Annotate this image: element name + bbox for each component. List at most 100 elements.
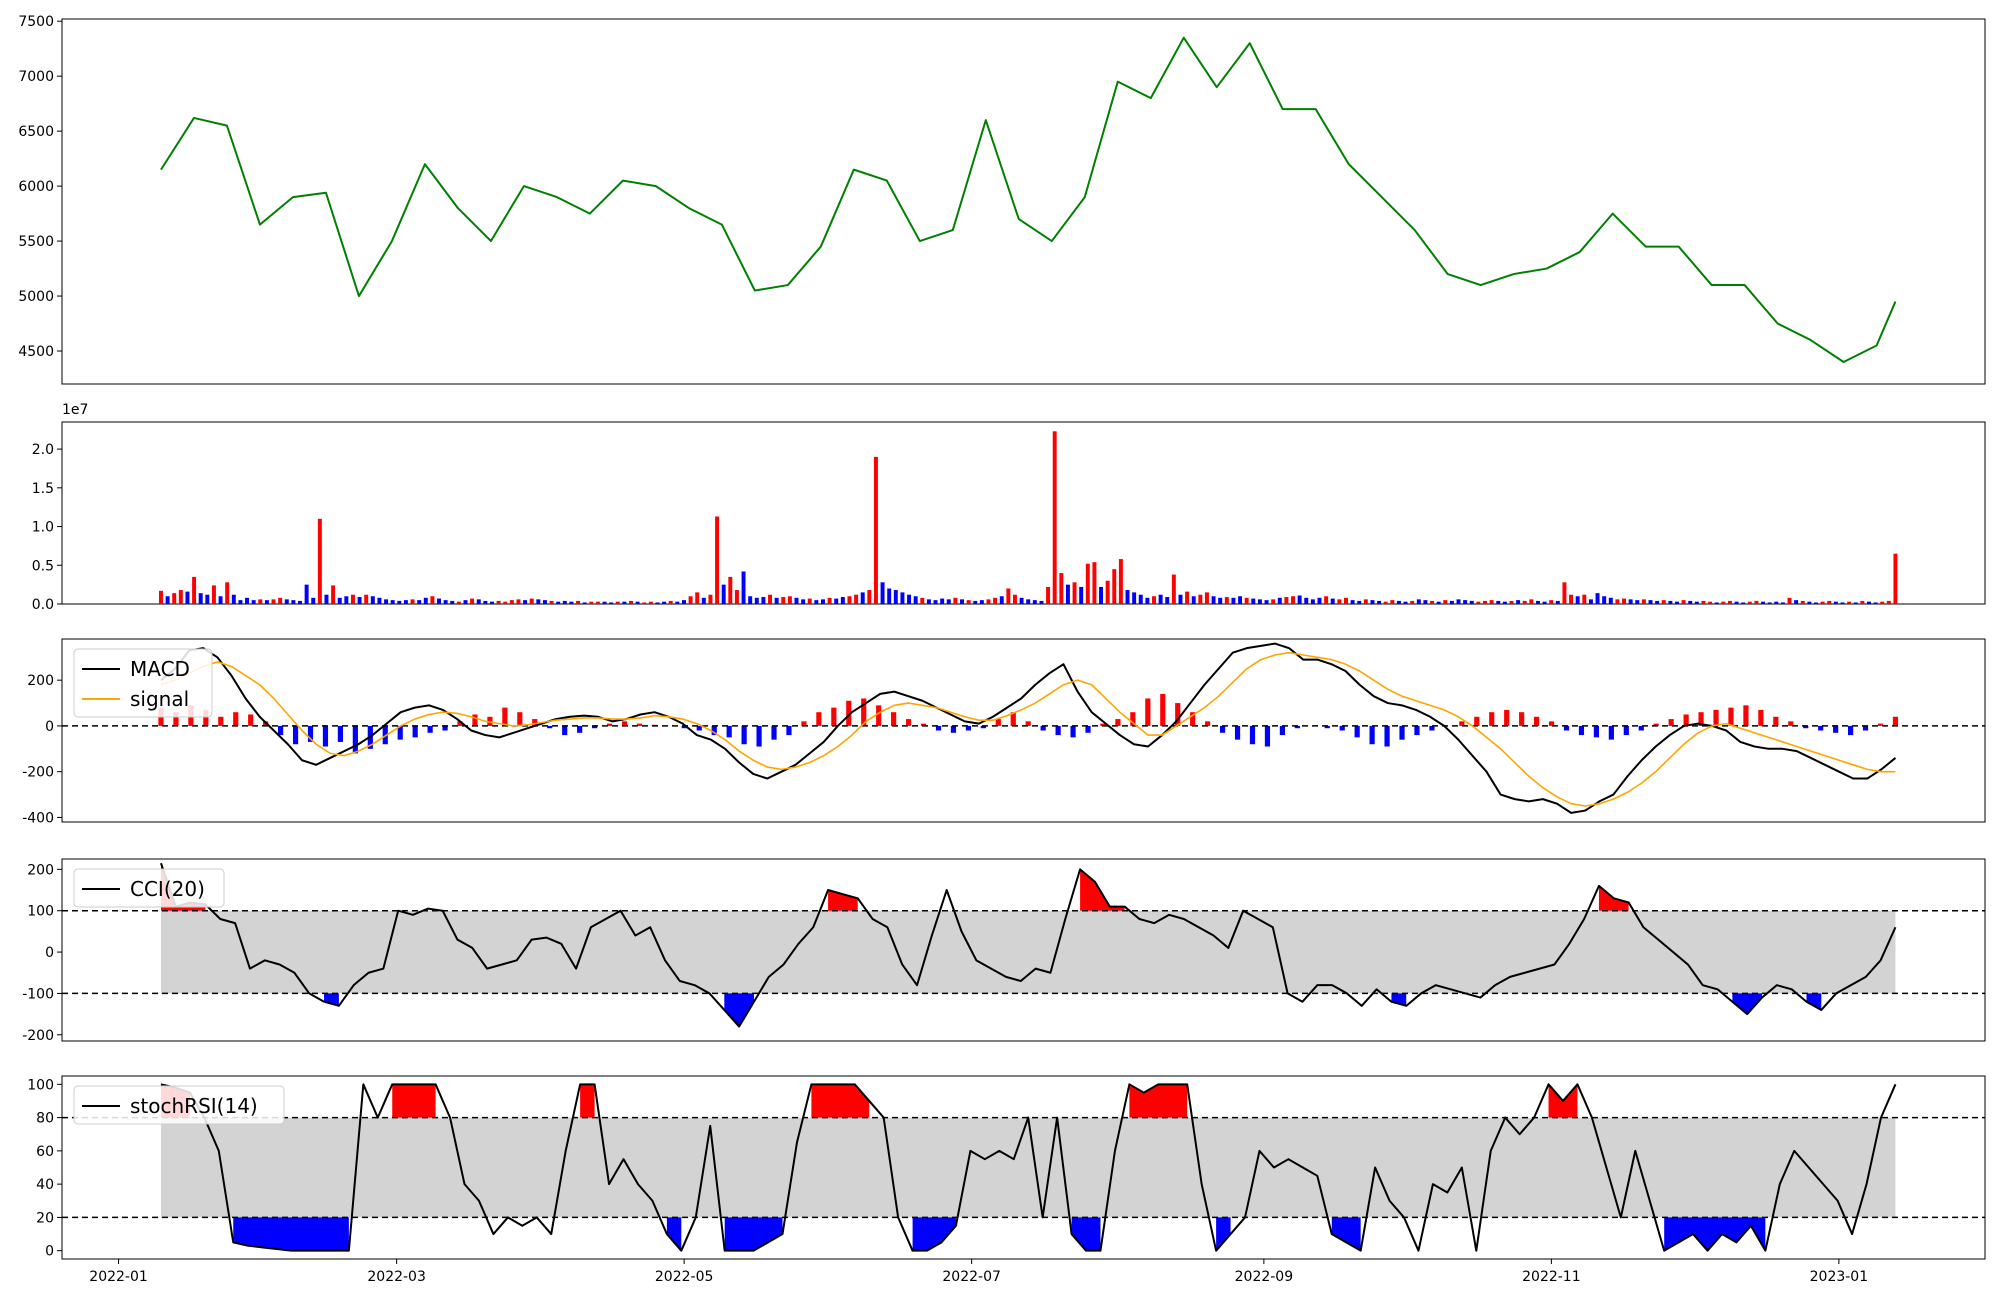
cci-ytick-label: 100 [27,904,54,920]
macd-histogram-bar [1115,719,1121,726]
volume-bar [1641,599,1646,604]
volume-bar [410,599,415,604]
volume-bar [734,590,739,604]
macd-histogram-bar [1055,725,1061,736]
volume-bar [768,594,773,604]
volume-bar [1675,601,1679,604]
macd-histogram-bar [278,725,284,736]
volume-bar [344,596,349,604]
macd-histogram-bar [1414,725,1420,736]
volume-bar [655,602,660,604]
macd-histogram-bar [1205,721,1211,726]
legend-label: stochRSI(14) [130,1094,258,1118]
volume-bar [251,600,256,604]
macd-histogram-bar [681,725,687,729]
legend-label: signal [130,687,189,711]
macd-histogram-bar [711,725,717,736]
volume-bar [1860,600,1865,604]
macd-histogram-bar [756,725,762,747]
volume-bar [1430,600,1435,604]
volume-bar [172,593,177,604]
volume-bar [1019,597,1024,604]
volume-bar [1403,601,1408,604]
volume-bar [1469,600,1474,604]
oversold-fill [1806,993,1822,1010]
volume-bar [1714,602,1719,604]
macd-histogram-bar [1085,725,1091,733]
volume-bar [1363,599,1368,604]
volume-bar [1317,597,1322,604]
volume-bar [311,597,316,604]
price-line [160,36,1897,364]
volume-bar [946,599,951,604]
volume-bar [1344,597,1348,604]
volume-bar [1747,601,1752,604]
volume-bar [1483,600,1487,604]
macd-histogram-bar [1773,716,1779,726]
stochrsi-ytick-label: 80 [36,1111,54,1127]
macd-histogram-bar [233,712,239,726]
volume-bar [218,596,223,604]
volume-bar [582,602,587,604]
volume-bar [794,597,799,604]
volume-bar [1886,600,1891,604]
macd-histogram-bar [547,725,553,729]
oversold-fill [233,1217,349,1251]
macd-histogram-bar [1608,725,1614,740]
volume-bar [1264,600,1269,604]
volume-bar [490,601,494,604]
volume-bar [337,597,342,604]
volume-bar [847,596,852,604]
macd-histogram-bar [1548,721,1555,726]
volume-bar [178,590,183,604]
volume-bar [192,576,197,604]
volume-bar [503,601,508,604]
volume-bar [893,590,898,604]
macd-ytick-label: 200 [27,673,54,689]
macd-histogram-bar [1623,725,1629,736]
macd-histogram-bar [1279,725,1285,736]
volume-bar [1224,597,1229,604]
volume-bar [476,599,481,604]
macd-panel: -400 -200 0 200 MACD signal [22,638,1986,826]
volume-bar [887,588,892,604]
volume-bar [1072,582,1077,604]
volume-bar [1721,601,1726,604]
volume-bar [1112,569,1117,604]
macd-histogram-bar [861,698,867,726]
macd-histogram-bar [1892,716,1899,726]
volume-bar [1390,600,1395,604]
stochrsi-ytick-label: 20 [36,1210,54,1226]
volume-bar [1297,595,1302,604]
volume-bar [1204,592,1209,604]
volume-bar [1198,594,1203,604]
volume-ytick-label: 1.5 [32,481,54,497]
volume-bar [880,582,885,604]
volume-ytick-label: 2.0 [32,442,54,458]
volume-bar [827,597,832,604]
macd-histogram-bar [1100,723,1106,726]
volume-bar [1820,601,1825,604]
volume-bar [238,600,243,604]
macd-ytick-label: -200 [22,765,54,781]
volume-bar [443,600,448,604]
stochrsi-line [160,1083,1897,1252]
volume-bar [728,576,733,604]
volume-bar [1456,599,1461,604]
oversold-fill [1732,993,1763,1015]
volume-bar [430,596,435,604]
volume-bar [1304,597,1309,604]
macd-histogram-bar [1563,725,1570,731]
macd-histogram-bar [995,719,1001,726]
volume-bar [377,597,382,604]
macd-histogram-bar [592,725,598,729]
overbought-fill [828,890,858,911]
volume-bar [1866,601,1871,604]
macd-histogram-bar [1160,693,1166,726]
volume-bar [701,597,706,604]
volume-bar [509,600,514,604]
volume-bar [1032,600,1037,604]
oversold-fill [912,1217,956,1251]
volume-bar [1377,600,1382,604]
